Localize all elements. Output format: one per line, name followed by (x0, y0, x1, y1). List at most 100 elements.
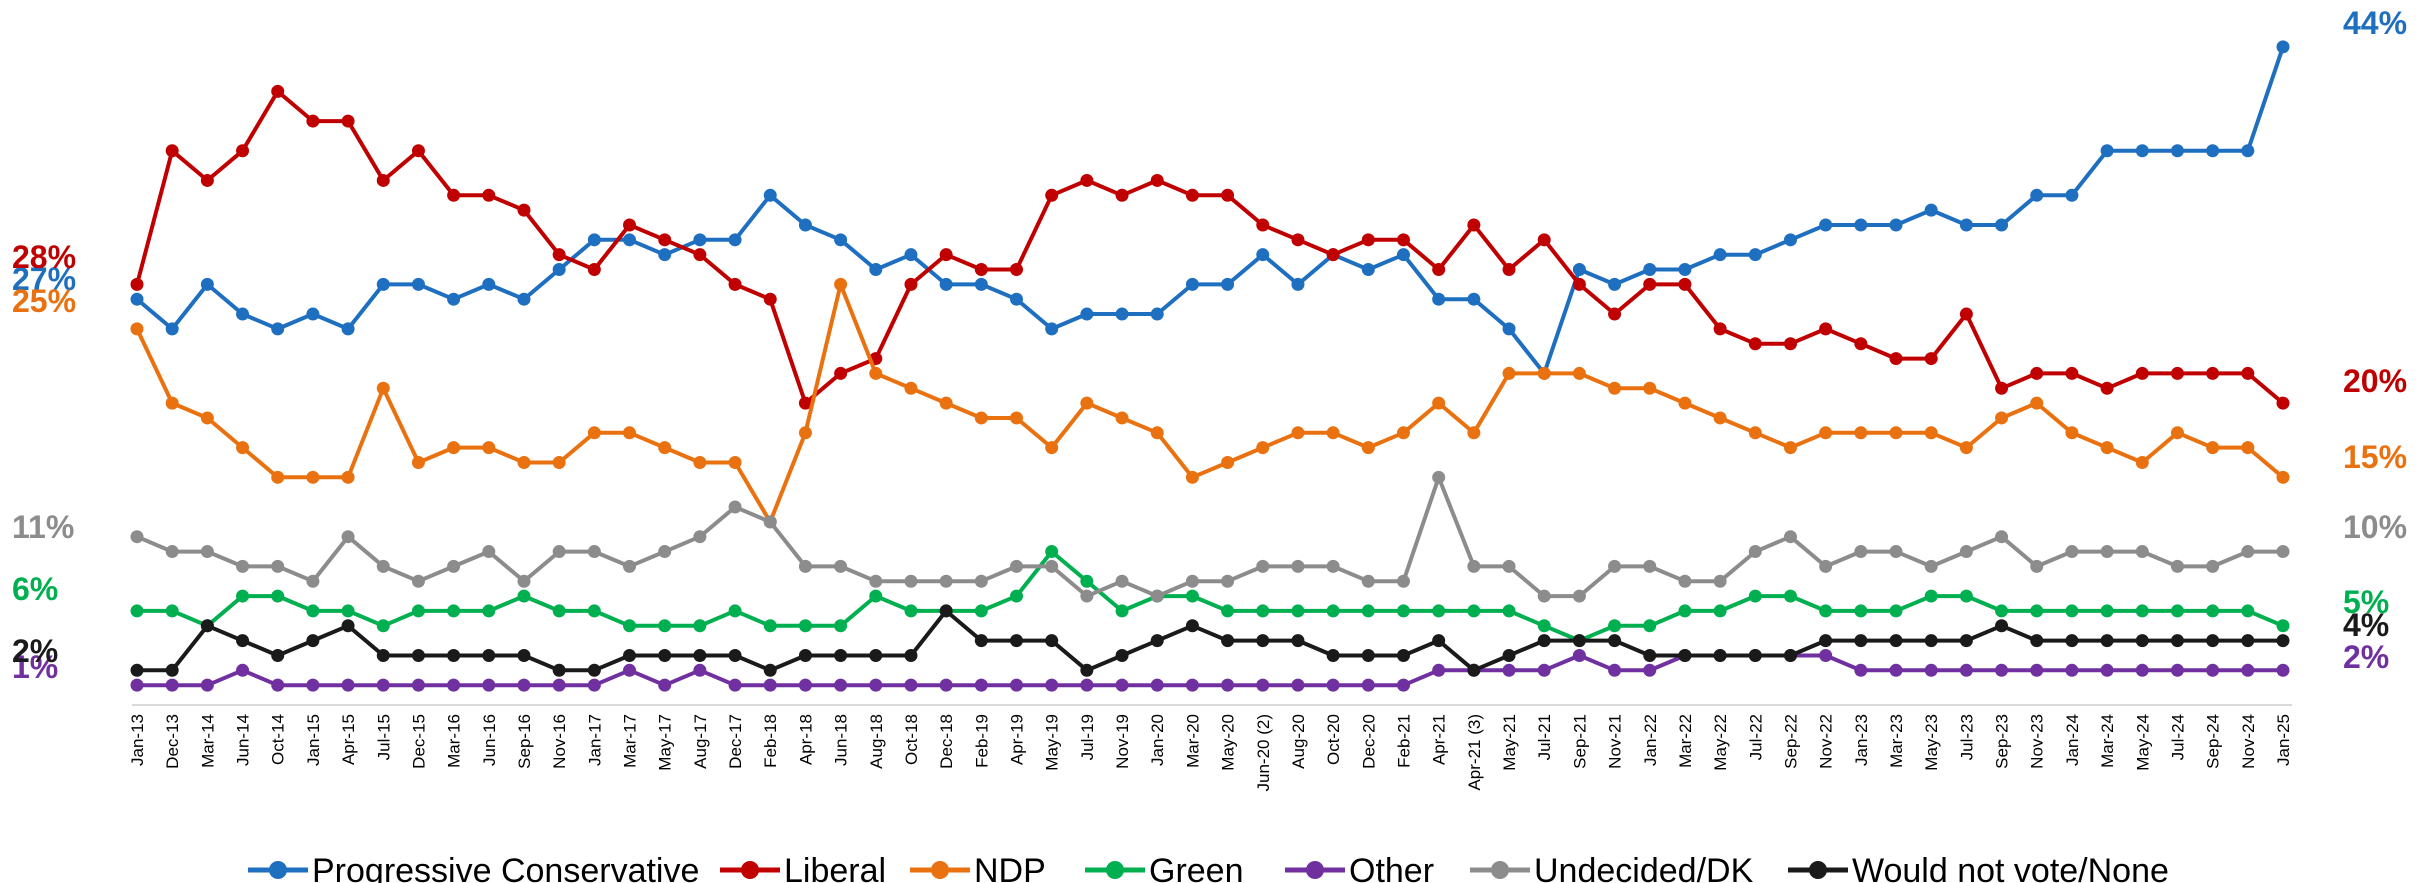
data-point-undecided-dk (271, 559, 285, 573)
data-point-other (1643, 663, 1657, 677)
legend-item-undecided-dk: Undecided/DK (1470, 852, 1754, 883)
start-label-liberal: 28% (12, 239, 76, 275)
data-point-liberal (271, 84, 285, 98)
data-point-other (2241, 663, 2255, 677)
data-point-ndp (200, 411, 214, 425)
data-point-other (939, 678, 953, 692)
data-point-undecided-dk (341, 530, 355, 544)
data-point-liberal (2065, 366, 2079, 380)
data-point-ndp (2206, 441, 2220, 455)
data-point-other (376, 678, 390, 692)
x-tick-label: Sep-23 (1993, 714, 2012, 769)
end-label-progressive-conservative: 44% (2343, 5, 2407, 41)
data-point-would-not-vote-none (834, 648, 848, 662)
data-point-ndp (376, 381, 390, 395)
data-point-green (1783, 589, 1797, 603)
data-point-other (1045, 678, 1059, 692)
data-point-progressive-conservative (2135, 144, 2149, 158)
data-point-other (236, 663, 250, 677)
data-point-other (1115, 678, 1129, 692)
data-point-would-not-vote-none (306, 634, 320, 648)
data-point-undecided-dk (1010, 559, 1024, 573)
data-point-liberal (2100, 381, 2114, 395)
start-label-would-not-vote-none: 2% (12, 633, 58, 669)
data-point-undecided-dk (1783, 530, 1797, 544)
series-line-progressive-conservative (135, 46, 2285, 376)
data-point-undecided-dk (517, 574, 531, 588)
data-point-progressive-conservative (1643, 263, 1657, 277)
series-green (130, 545, 2290, 648)
data-point-ndp (1291, 426, 1305, 440)
data-point-liberal (1115, 188, 1129, 202)
data-point-green (447, 604, 461, 618)
data-point-liberal (1080, 173, 1094, 187)
data-point-liberal (1256, 218, 1270, 232)
data-point-ndp (728, 455, 742, 469)
data-point-green (236, 589, 250, 603)
data-point-progressive-conservative (1256, 248, 1270, 262)
data-point-would-not-vote-none (1995, 619, 2009, 633)
x-tick-label: May-23 (1922, 714, 1941, 771)
data-point-ndp (2065, 426, 2079, 440)
data-point-liberal (1185, 188, 1199, 202)
data-point-green (587, 604, 601, 618)
data-point-green (130, 604, 144, 618)
data-point-ndp (1010, 411, 1024, 425)
legend-label: Other (1349, 852, 1434, 883)
x-tick-label: Oct-18 (902, 714, 921, 765)
data-point-progressive-conservative (623, 233, 637, 247)
series-layer (130, 40, 2290, 692)
legend-item-ndp: NDP (910, 852, 1046, 883)
data-point-green (1924, 589, 1938, 603)
data-point-ndp (165, 396, 179, 410)
data-point-would-not-vote-none (693, 648, 707, 662)
data-point-undecided-dk (1221, 574, 1235, 588)
data-point-liberal (130, 277, 144, 291)
data-point-green (1115, 604, 1129, 618)
data-point-liberal (1502, 263, 1516, 277)
legend: Progressive Conservative Liberal NDP Green O… (248, 852, 2169, 883)
data-point-would-not-vote-none (2135, 634, 2149, 648)
data-point-undecided-dk (1643, 559, 1657, 573)
data-point-would-not-vote-none (1643, 648, 1657, 662)
data-point-ndp (1608, 381, 1622, 395)
data-point-green (1889, 604, 1903, 618)
data-point-progressive-conservative (447, 292, 461, 306)
data-point-ndp (623, 426, 637, 440)
data-point-other (1010, 678, 1024, 692)
x-tick-label: Nov-24 (2239, 714, 2258, 769)
data-point-liberal (1150, 173, 1164, 187)
data-point-would-not-vote-none (1854, 634, 1868, 648)
data-point-green (2135, 604, 2149, 618)
data-point-liberal (165, 144, 179, 158)
data-point-would-not-vote-none (974, 634, 988, 648)
data-point-progressive-conservative (798, 218, 812, 232)
data-point-liberal (1432, 263, 1446, 277)
data-point-liberal (693, 248, 707, 262)
data-point-green (2241, 604, 2255, 618)
data-point-undecided-dk (1713, 574, 1727, 588)
data-point-would-not-vote-none (1502, 648, 1516, 662)
end-label-other: 2% (2343, 639, 2389, 675)
series-undecided-dk (130, 470, 2290, 603)
data-point-green (165, 604, 179, 618)
data-point-liberal (834, 366, 848, 380)
data-point-ndp (1256, 441, 1270, 455)
data-point-other (587, 678, 601, 692)
data-point-liberal (658, 233, 672, 247)
data-point-other (1995, 663, 2009, 677)
data-point-green (1748, 589, 1762, 603)
start-label-green: 6% (12, 571, 58, 607)
data-point-ndp (798, 426, 812, 440)
x-tick-label: Jul-21 (1535, 714, 1554, 760)
x-tick-label: Dec-20 (1359, 714, 1378, 769)
data-point-other (693, 663, 707, 677)
x-tick-label: Jan-25 (2274, 714, 2293, 766)
data-point-progressive-conservative (306, 307, 320, 321)
data-point-green (798, 619, 812, 633)
data-point-progressive-conservative (2030, 188, 2044, 202)
data-point-would-not-vote-none (623, 648, 637, 662)
end-label-ndp: 15% (2343, 439, 2407, 475)
data-point-progressive-conservative (2065, 188, 2079, 202)
data-point-other (1572, 648, 1586, 662)
